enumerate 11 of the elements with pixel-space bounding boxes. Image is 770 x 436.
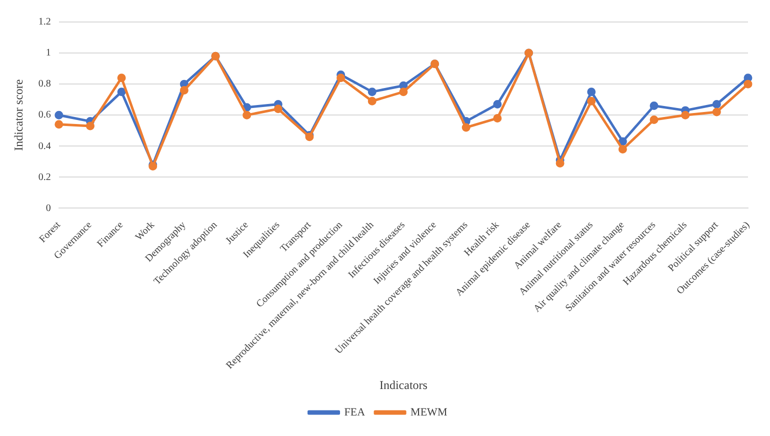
x-axis-title: Indicators (379, 378, 428, 392)
y-tick-label: 0.6 (38, 110, 51, 121)
y-tick-label: 1 (46, 48, 51, 59)
y-axis-title: Indicator score (11, 79, 26, 151)
y-tick-label: 0 (46, 202, 51, 214)
y-tick-label: 0.8 (38, 78, 51, 90)
y-tick-label: 1.2 (38, 16, 51, 28)
y-tick-label: 0.2 (38, 172, 51, 183)
y-tick-label: 0.4 (38, 140, 51, 152)
legend-label: MEWM (410, 406, 448, 418)
legend-label: FEA (344, 406, 366, 418)
